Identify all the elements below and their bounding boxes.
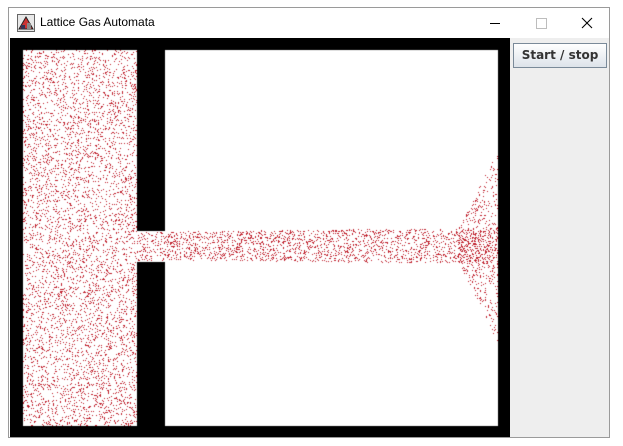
maximize-button[interactable]: [518, 8, 564, 38]
window-title: Lattice Gas Automata: [40, 15, 155, 29]
minimize-icon: [490, 23, 500, 24]
app-window: Lattice Gas Automata Start / stop: [8, 7, 610, 438]
lattice-gas-canvas[interactable]: [10, 38, 510, 437]
lattice-gas-app-icon: [17, 14, 35, 32]
lattice-gas-canvas-area[interactable]: [10, 38, 510, 437]
minimize-button[interactable]: [472, 8, 518, 38]
maximize-icon: [536, 18, 547, 29]
control-panel: Start / stop: [510, 38, 609, 437]
close-button[interactable]: [564, 8, 609, 38]
title-bar[interactable]: Lattice Gas Automata: [9, 8, 609, 38]
start-stop-button[interactable]: Start / stop: [513, 43, 607, 68]
close-icon: [581, 17, 593, 29]
